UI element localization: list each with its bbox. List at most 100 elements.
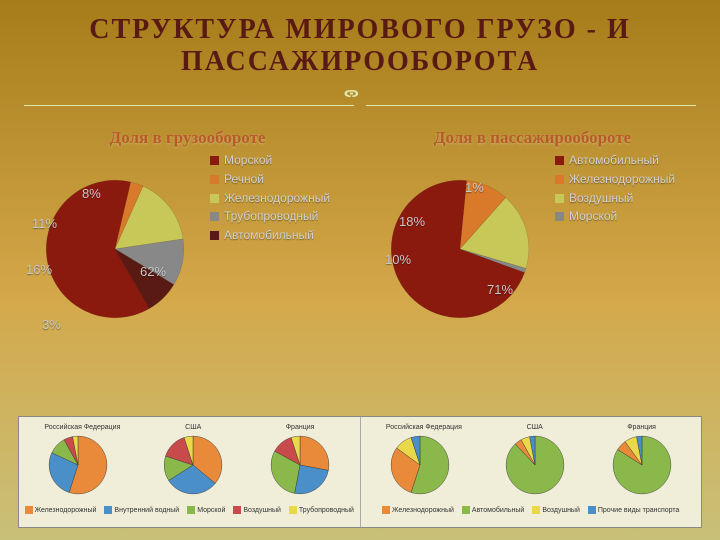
strip-legend-item: Воздушный — [233, 506, 281, 514]
strip-legend-item: Морской — [187, 506, 225, 514]
strip-legend-item: Прочие виды транспорта — [588, 506, 680, 514]
strip-legend-item: Железнодорожный — [25, 506, 97, 514]
legend-label: Воздушный — [569, 192, 633, 206]
strip-right: Российская Федерация США Франция Железнодор… — [361, 417, 702, 527]
mini-pies-row: Российская Федерация США Франция — [361, 417, 702, 504]
freight-pie-svg — [40, 174, 190, 324]
legend-item: Автомобильный — [555, 154, 700, 168]
strip-legend-label: Прочие виды транспорта — [598, 507, 680, 514]
charts-row: Доля в грузообороте 62%3%16%11%8% Морско… — [0, 128, 720, 344]
mini-pie-country: США — [501, 424, 569, 431]
strip-legend-label: Автомобильный — [472, 507, 524, 514]
legend-item: Воздушный — [555, 192, 700, 206]
pie-label: 1% — [465, 180, 484, 195]
mini-pie-wrap: Франция — [266, 423, 334, 504]
legend-swatch — [210, 194, 219, 203]
legend-item: Речной — [210, 173, 355, 187]
passenger-legend: Автомобильный Железнодорожный Воздушный Мор… — [555, 154, 700, 229]
freight-legend: Морской Речной Железнодорожный Трубопроводн… — [210, 154, 355, 248]
strip-legend-label: Внутренний водный — [114, 507, 179, 514]
mini-pie-svg — [266, 431, 334, 499]
passenger-pie-svg — [385, 174, 535, 324]
legend-item: Железнодорожный — [555, 173, 700, 187]
mini-pie-wrap: Российская Федерация — [44, 423, 120, 504]
strip-swatch — [462, 506, 470, 514]
passenger-chart: Доля в пассажирообороте 71% 10% 18% 1% Авто… — [365, 128, 700, 344]
pie-label: 10% — [385, 252, 411, 267]
passenger-pie-area: 71% 10% 18% 1% — [365, 154, 555, 344]
legend-swatch — [555, 194, 564, 203]
pie-label: 3% — [42, 317, 61, 332]
mini-pie-wrap: Российская Федерация — [386, 423, 462, 504]
divider-line-right — [366, 105, 696, 106]
mini-pie-country: Российская Федерация — [386, 424, 462, 431]
legend-item: Автомобильный — [210, 229, 355, 243]
legend-swatch — [555, 212, 564, 221]
slide-root: СТРУКТУРА МИРОВОГО ГРУЗО - И ПАССАЖИРООБ… — [0, 0, 720, 540]
strip-swatch — [233, 506, 241, 514]
title-line2: ПАССАЖИРООБОРОТА — [0, 46, 720, 78]
strip-legend-label: Воздушный — [243, 507, 281, 514]
legend-item: Трубопроводный — [210, 210, 355, 224]
mini-pie-country: Франция — [608, 424, 676, 431]
legend-label: Железнодорожный — [569, 173, 675, 187]
divider-ornament: ຶ — [354, 90, 366, 120]
mini-slice — [300, 436, 329, 470]
strip-legend-item: Трубопроводный — [289, 506, 354, 514]
freight-chart: Доля в грузообороте 62%3%16%11%8% Морско… — [20, 128, 355, 344]
mini-pie-svg — [159, 431, 227, 499]
legend-swatch — [210, 156, 219, 165]
pie-label: 18% — [399, 214, 425, 229]
legend-item: Железнодорожный — [210, 192, 355, 206]
strip-legend: Железнодорожный Автомобильный Воздушный Про… — [361, 504, 702, 516]
strip-legend-item: Железнодорожный — [382, 506, 454, 514]
strip-legend-label: Железнодорожный — [35, 507, 97, 514]
strip-legend-item: Воздушный — [532, 506, 580, 514]
pie-label: 71% — [487, 282, 513, 297]
mini-pie-wrap: США — [501, 423, 569, 504]
mini-pie-svg — [386, 431, 454, 499]
strip-legend-item: Автомобильный — [462, 506, 524, 514]
mini-pie-country: Российская Федерация — [44, 424, 120, 431]
strip-legend-label: Морской — [197, 507, 225, 514]
title-line1: СТРУКТУРА МИРОВОГО ГРУЗО - И — [0, 0, 720, 46]
passenger-title: Доля в пассажирообороте — [365, 128, 700, 148]
legend-label: Железнодорожный — [224, 192, 330, 206]
legend-swatch — [555, 175, 564, 184]
divider: ຶ — [24, 90, 696, 120]
strip-swatch — [382, 506, 390, 514]
mini-pie-svg — [501, 431, 569, 499]
legend-swatch — [210, 231, 219, 240]
mini-pie-country: США — [159, 424, 227, 431]
mini-pies-row: Российская Федерация США Франция — [19, 417, 360, 504]
legend-label: Автомобильный — [569, 154, 659, 168]
strip-legend-label: Трубопроводный — [299, 507, 354, 514]
legend-label: Автомобильный — [224, 229, 314, 243]
strip-swatch — [289, 506, 297, 514]
strip-legend-label: Железнодорожный — [392, 507, 454, 514]
legend-label: Морской — [569, 210, 617, 224]
strip-swatch — [532, 506, 540, 514]
legend-swatch — [210, 212, 219, 221]
mini-pie-svg — [44, 431, 112, 499]
legend-label: Морской — [224, 154, 272, 168]
pie-label: 8% — [82, 186, 101, 201]
mini-slice — [295, 465, 329, 494]
legend-label: Трубопроводный — [224, 210, 318, 224]
strip-legend: Железнодорожный Внутренний водный Морской В… — [19, 504, 360, 516]
mini-pie-country: Франция — [266, 424, 334, 431]
pie-label: 62% — [140, 264, 166, 279]
strip-swatch — [187, 506, 195, 514]
strip-swatch — [25, 506, 33, 514]
mini-pie-svg — [608, 431, 676, 499]
legend-swatch — [555, 156, 564, 165]
legend-swatch — [210, 175, 219, 184]
mini-pie-wrap: США — [159, 423, 227, 504]
legend-item: Морской — [210, 154, 355, 168]
strip-legend-label: Воздушный — [542, 507, 580, 514]
strip-swatch — [104, 506, 112, 514]
pie-label: 16% — [26, 262, 52, 277]
bottom-strip: Российская Федерация США Франция Железнодор… — [18, 416, 702, 528]
mini-pie-wrap: Франция — [608, 423, 676, 504]
freight-title: Доля в грузообороте — [20, 128, 355, 148]
